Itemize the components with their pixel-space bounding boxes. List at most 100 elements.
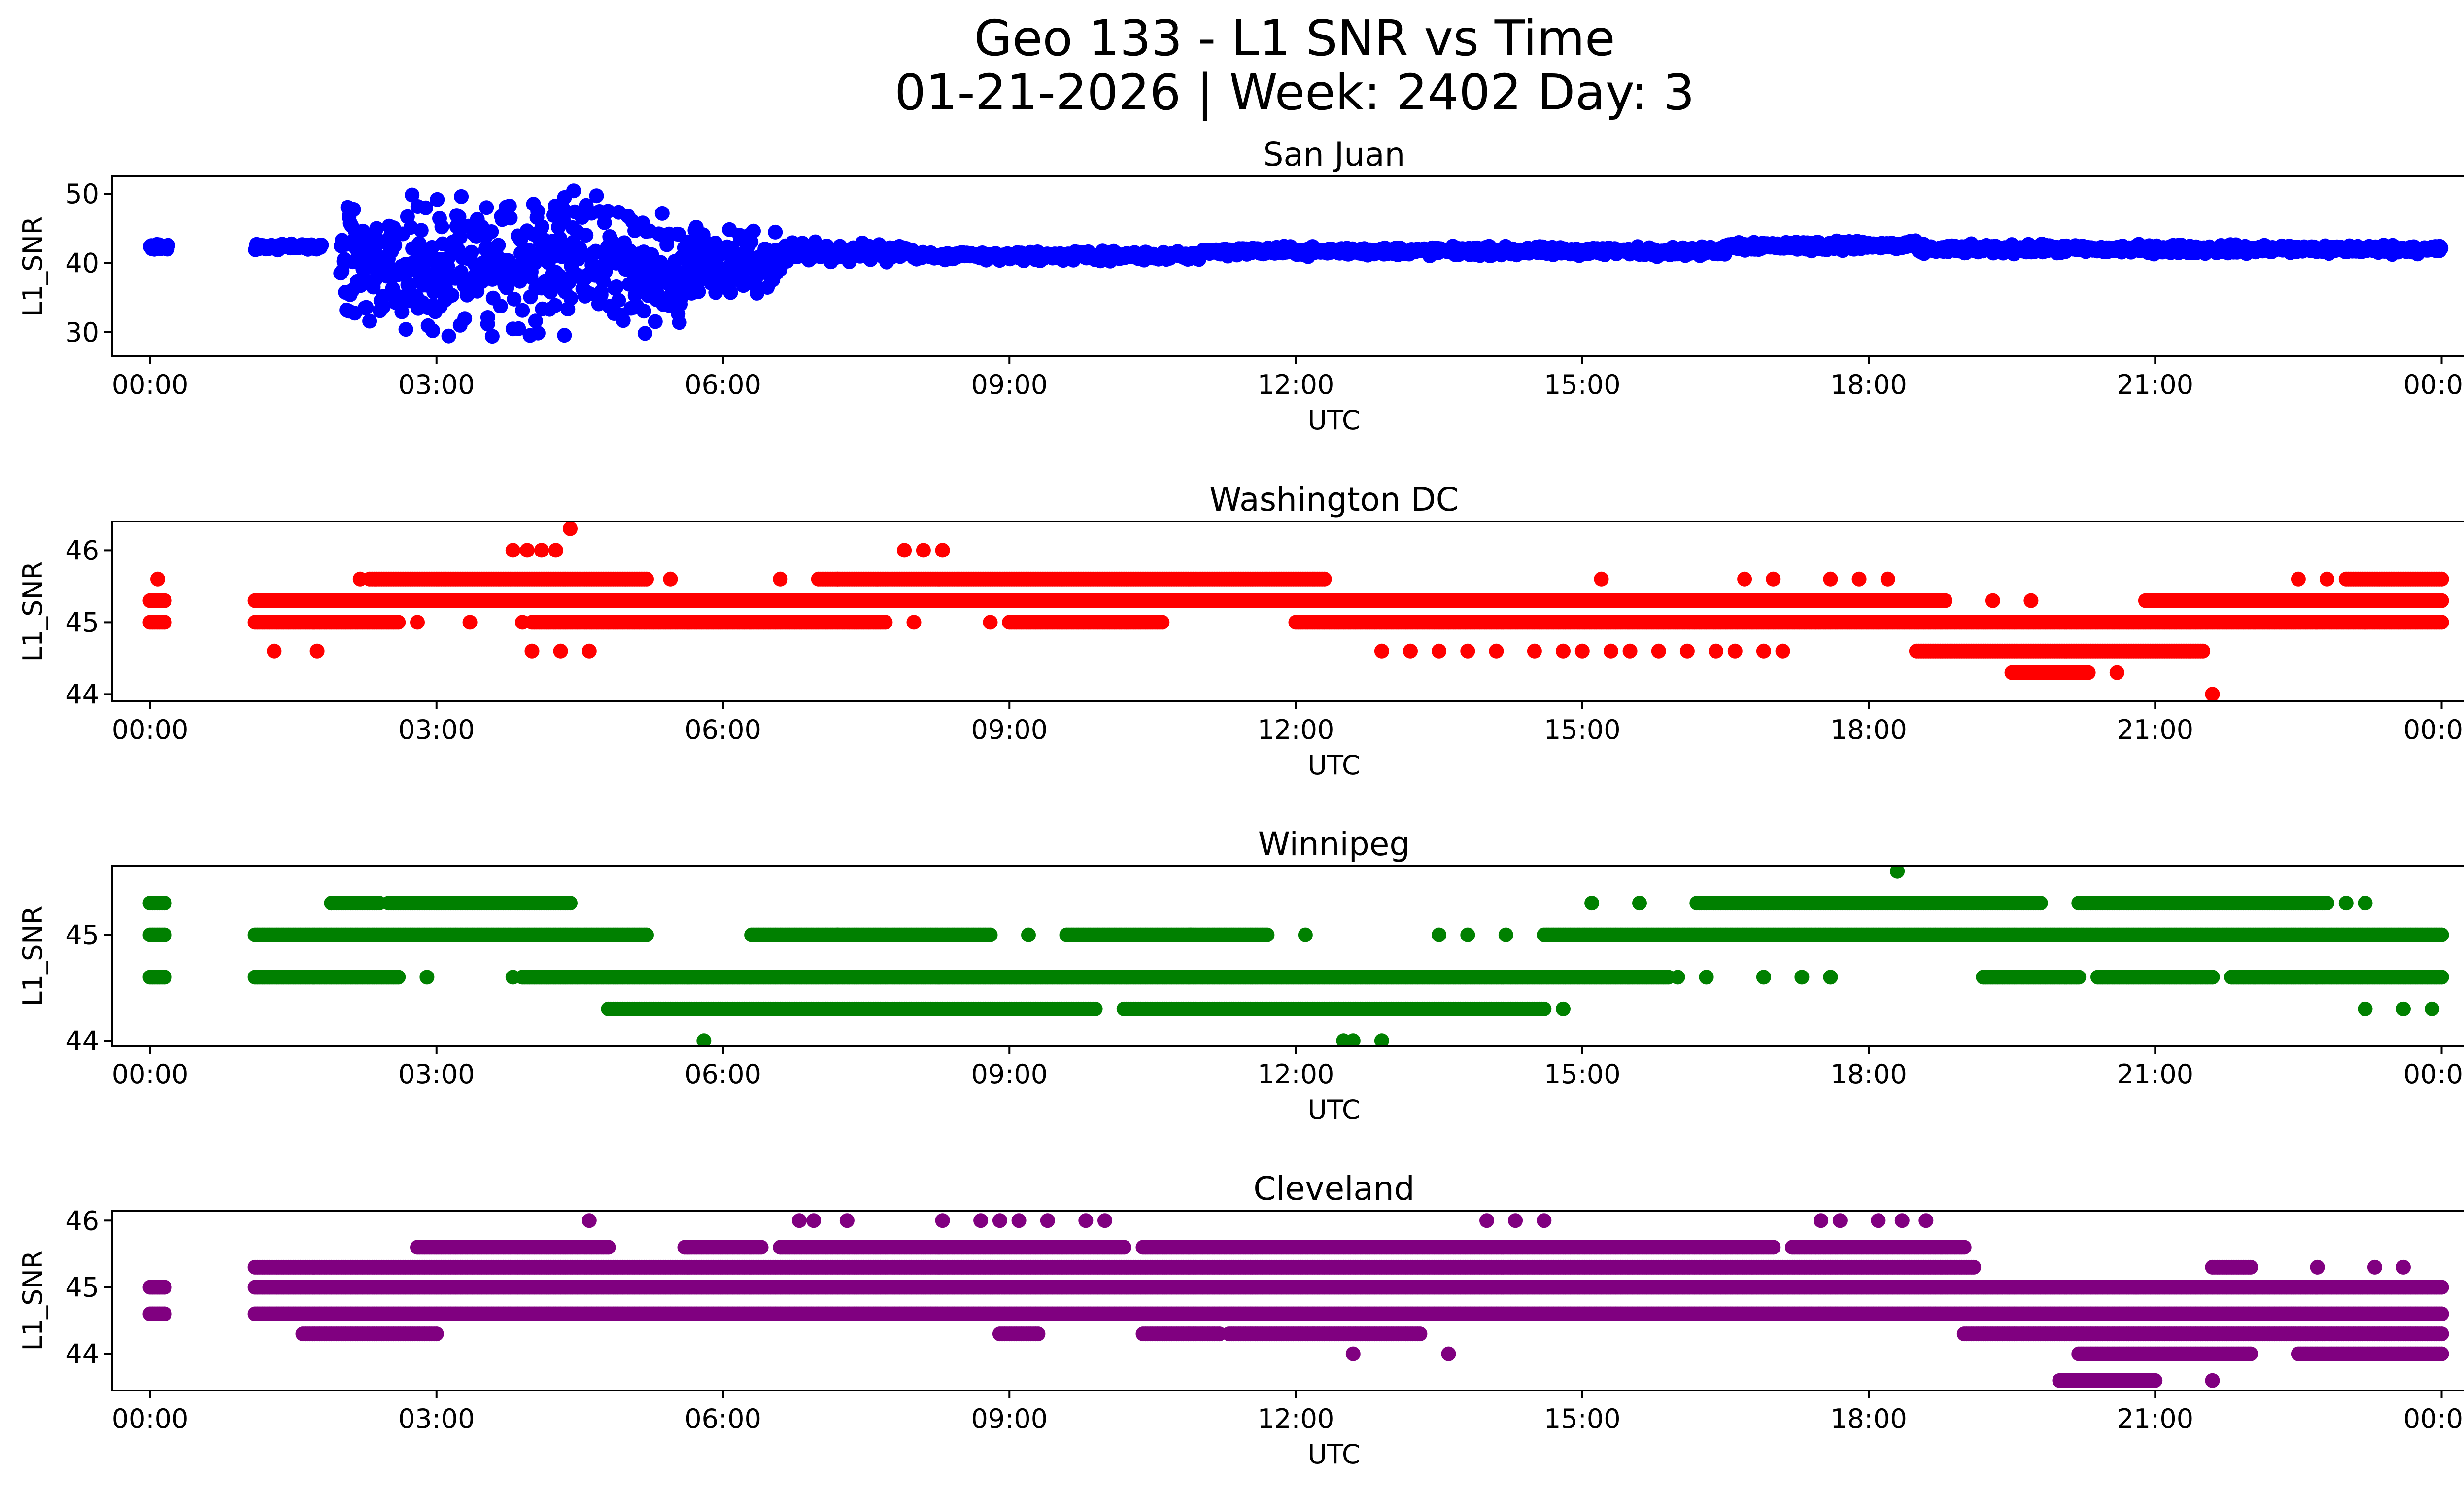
x-axis-label: UTC [1307,405,1360,436]
data-point [2195,643,2211,659]
x-tick-label: 21:00 [2117,369,2193,400]
data-point [1594,571,1609,587]
data-point [534,543,549,558]
data-point [2358,615,2373,630]
data-point [654,206,670,221]
y-tick-label: 30 [65,317,99,348]
data-point [530,325,546,341]
data-point [1775,643,1790,659]
data-point [346,202,361,217]
data-point [600,204,616,219]
data-point [1651,643,1666,659]
y-tick-label: 44 [65,679,99,710]
data-point [768,224,783,240]
data-point [1603,643,1618,659]
data-point [462,615,478,630]
x-tick-label: 06:00 [684,369,761,400]
x-tick-label: 06:00 [684,714,761,745]
y-tick-label: 45 [65,607,99,638]
data-point [505,543,520,558]
data-point [830,571,845,587]
data-point [160,238,175,253]
data-point [484,224,499,239]
data-point [1727,643,1743,659]
data-point [1432,643,1447,659]
data-point [441,328,456,344]
data-point [519,543,535,558]
data-point [362,313,377,329]
data-point [434,219,449,235]
data-point [267,643,282,659]
data-point [556,201,571,216]
data-point [391,615,406,630]
data-point [557,328,572,343]
data-point [1709,643,1723,659]
x-tick-label: 00:00 [2403,714,2464,745]
data-point [524,643,540,659]
data-point [566,183,581,199]
x-tick-label: 12:00 [1258,714,1335,745]
data-point [1938,593,1952,608]
data-point [1851,571,1867,587]
data-point [480,316,495,332]
y-axis-label: L1_SNR [17,216,48,317]
data-point [1460,643,1475,659]
data-point [1374,643,1389,659]
data-point [1985,593,2000,608]
data-point [563,291,579,306]
data-point [1317,571,1332,587]
data-point [150,571,165,587]
data-point [916,543,931,558]
x-tick-label: 00:00 [112,369,189,400]
data-point [157,593,172,608]
data-point [398,322,413,337]
data-point [648,314,663,329]
data-point [454,189,469,204]
data-point [553,643,568,659]
y-axis-label: L1_SNR [17,561,48,662]
scatter-series [142,866,2449,1046]
x-tick-label: 09:00 [971,714,1048,745]
data-point [935,543,950,558]
data-point [464,244,479,260]
data-point [878,615,893,630]
scatter-series [143,183,2449,344]
axes-frame [111,175,2464,357]
data-point [502,199,517,214]
x-tick-label: 12:00 [1258,369,1335,400]
x-tick-label: 18:00 [1830,714,1907,745]
data-point [1679,643,1695,659]
data-point [611,293,626,308]
x-axis-label: UTC [1307,750,1360,781]
data-point [503,210,518,226]
data-point [691,284,706,299]
x-tick-label: 18:00 [1830,369,1907,400]
data-point [983,927,998,942]
data-point [2081,665,2096,680]
data-point [2434,593,2449,608]
data-point [157,896,172,911]
figure-title-line2: 01-21-2026 | Week: 2402 Day: 3 [894,64,1694,121]
data-point [314,238,329,253]
data-point [548,298,563,313]
data-point [582,643,597,659]
data-point [773,571,788,587]
data-point [376,299,391,314]
x-tick-label: 03:00 [398,714,475,745]
data-point [2320,571,2334,587]
data-point [451,209,467,225]
x-tick-label: 00:00 [112,714,189,745]
figure-title-line1: Geo 133 - L1 SNR vs Time [974,9,1615,67]
data-point [2320,896,2334,911]
x-tick-label: 09:00 [971,369,1048,400]
data-point [906,615,922,630]
data-point [403,278,418,293]
data-point [359,300,374,315]
data-point [445,288,460,303]
data-point [387,238,403,253]
data-point [593,287,609,303]
